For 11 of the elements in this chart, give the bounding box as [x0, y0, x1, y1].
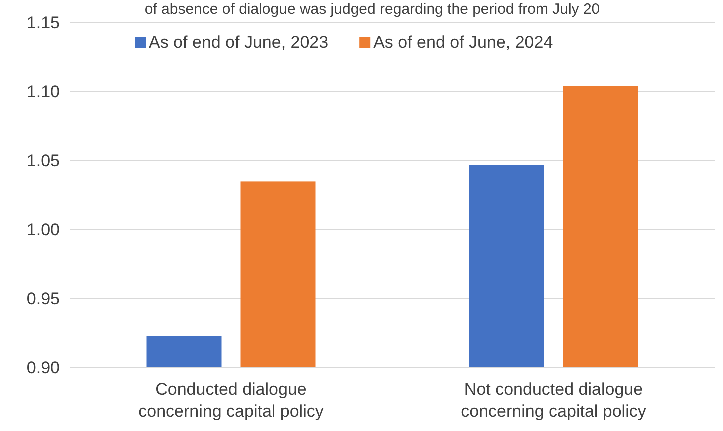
y-tick-label: 0.95 — [26, 289, 60, 308]
x-tick-label: Not conducted dialogue concerning capital policy — [461, 380, 647, 421]
chart-title: of absence of dialogue was judged regarding the period from July 20 — [144, 1, 600, 18]
y-tick-label: 0.90 — [26, 358, 60, 378]
x-tick-label: Conducted dialogue concerning capital policy — [138, 380, 324, 421]
y-tick-label: 1.15 — [26, 13, 60, 32]
legend-label: As of end of June, 2024 — [374, 33, 554, 52]
y-tick-label: 1.00 — [26, 220, 60, 240]
legend-label: As of end of June, 2023 — [149, 33, 329, 52]
y-tick-label: 1.10 — [26, 82, 60, 102]
y-tick-label: 1.05 — [26, 151, 60, 170]
